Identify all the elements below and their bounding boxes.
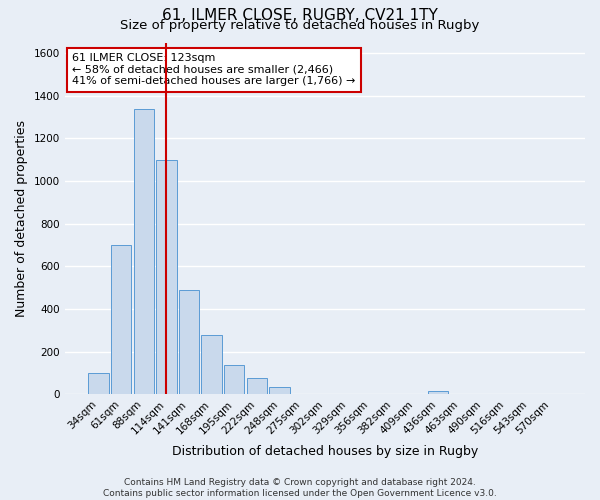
Bar [224, 364, 244, 394]
Bar [202, 334, 222, 394]
Text: 61 ILMER CLOSE: 123sqm
← 58% of detached houses are smaller (2,466)
41% of semi-: 61 ILMER CLOSE: 123sqm ← 58% of detached… [73, 53, 356, 86]
Bar [134, 108, 154, 395]
Text: Size of property relative to detached houses in Rugby: Size of property relative to detached ho… [121, 19, 479, 32]
Bar [156, 160, 176, 394]
X-axis label: Distribution of detached houses by size in Rugby: Distribution of detached houses by size … [172, 444, 478, 458]
Bar [88, 373, 109, 394]
Bar [269, 387, 290, 394]
Text: 61, ILMER CLOSE, RUGBY, CV21 1TY: 61, ILMER CLOSE, RUGBY, CV21 1TY [162, 8, 438, 22]
Text: Contains HM Land Registry data © Crown copyright and database right 2024.
Contai: Contains HM Land Registry data © Crown c… [103, 478, 497, 498]
Bar [179, 290, 199, 395]
Bar [428, 391, 448, 394]
Y-axis label: Number of detached properties: Number of detached properties [15, 120, 28, 317]
Bar [111, 245, 131, 394]
Bar [247, 378, 267, 394]
